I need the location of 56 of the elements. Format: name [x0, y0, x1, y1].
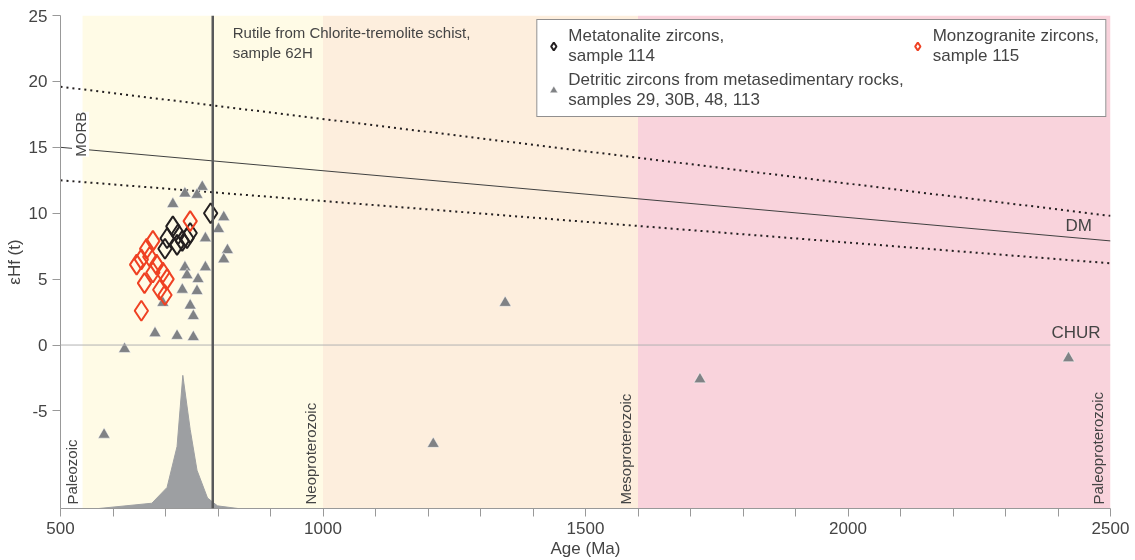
- y-axis-title: εHf (t): [4, 239, 24, 285]
- x-tick-label: 1500: [566, 518, 605, 538]
- point: [427, 436, 440, 448]
- y-tick-label: 20: [28, 72, 48, 92]
- point: [128, 253, 145, 276]
- x-tick-label: 500: [46, 518, 75, 538]
- y-tick-label: -5: [32, 401, 48, 421]
- point: [133, 299, 150, 322]
- legend-label: Monzogranite zircons, sample 115: [932, 26, 1099, 66]
- band-label: Neoproterozoic: [302, 402, 319, 505]
- y-tick-label: 0: [38, 336, 48, 356]
- point: [97, 427, 111, 439]
- point: [148, 326, 162, 337]
- point: [182, 222, 198, 244]
- ref-line-label: Rutile from Chlorite-tremolite schist, sample 62H: [232, 23, 471, 61]
- point: [187, 329, 200, 341]
- x-axis-title: Age (Ma): [550, 538, 621, 558]
- point: [190, 187, 204, 199]
- legend-label: Detritic zircons from metasedimentary rocks, samples 29, 30B, 48, 113: [568, 70, 904, 110]
- point: [178, 186, 192, 198]
- y-tick-label: 25: [28, 6, 48, 26]
- legend-label: Metatonalite zircons, sample 114: [568, 26, 725, 66]
- point: [221, 242, 234, 254]
- point: [170, 328, 184, 340]
- point: [187, 308, 200, 320]
- point: [190, 283, 204, 295]
- y-tick-label: 15: [28, 138, 48, 158]
- point: [138, 237, 155, 260]
- point: [693, 372, 707, 384]
- y-tick-label: 5: [38, 270, 48, 290]
- point: [199, 260, 212, 271]
- point: [183, 298, 197, 310]
- point: [217, 252, 231, 264]
- annotation: MORB: [72, 111, 89, 157]
- point: [191, 271, 205, 283]
- point: [148, 253, 165, 276]
- x-tick-label: 2500: [1091, 518, 1130, 538]
- point: [136, 272, 153, 295]
- point: [196, 179, 209, 191]
- x-tick-label: 2000: [829, 518, 867, 538]
- point: [180, 268, 194, 279]
- point: [202, 202, 219, 225]
- ref-line-label: CHUR: [1051, 323, 1101, 343]
- point: [176, 282, 189, 294]
- band-label: Paleoproterozoic: [1089, 391, 1107, 505]
- point: [217, 210, 231, 221]
- point: [166, 196, 180, 208]
- annotation: Paleozoic: [63, 439, 81, 505]
- point: [133, 248, 150, 271]
- point: [498, 295, 512, 307]
- point: [1062, 351, 1075, 362]
- x-tick-label: 1000: [304, 518, 342, 538]
- point: [199, 231, 212, 242]
- y-tick-label: 10: [28, 204, 48, 224]
- band-label: Mesoproterozoic: [617, 393, 634, 505]
- series-label: DM: [1065, 215, 1092, 235]
